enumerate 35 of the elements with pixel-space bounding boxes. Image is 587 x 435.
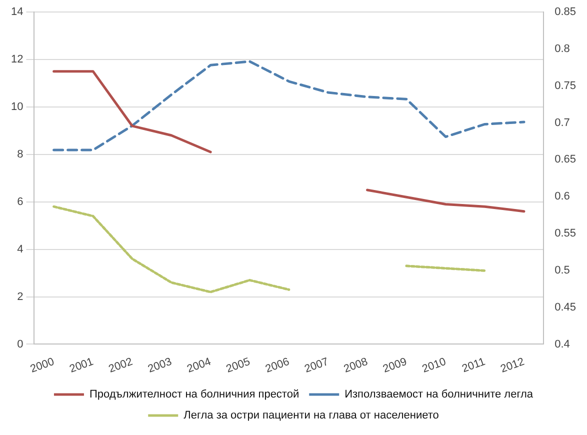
y2-tick-label: 0.55 — [554, 228, 576, 240]
x-tick-label: 2011 — [460, 356, 487, 376]
x-tick-label: 2004 — [186, 356, 213, 376]
y2-tick-label: 0.8 — [554, 42, 570, 55]
x-tick-label: 2006 — [264, 356, 291, 376]
legend-label: Използваемост на болничните легла — [344, 388, 534, 401]
y2-tick-label: 0.4 — [554, 338, 570, 350]
x-tick-label: 2005 — [224, 356, 252, 376]
y2-tick-label: 0.75 — [554, 80, 576, 92]
y-tick-label: 6 — [17, 196, 24, 208]
y-tick-label: 10 — [10, 100, 24, 113]
x-tick-label: 2008 — [342, 356, 370, 376]
x-tick-label: 2002 — [107, 356, 134, 376]
x-tick-label: 2012 — [498, 356, 526, 376]
y2-tick-label: 0.6 — [554, 190, 570, 203]
line-series — [52, 60, 526, 152]
x-tick-label: 2001 — [68, 356, 96, 376]
x-tick-label: 2007 — [303, 356, 330, 376]
y-tick-label: 4 — [17, 243, 24, 256]
y2-tick-label: 0.5 — [554, 264, 570, 276]
y-tick-label: 8 — [17, 148, 24, 160]
legend-label: Легла за остри пациенти на глава от населението — [184, 410, 439, 422]
x-tick-label: 2009 — [381, 356, 409, 376]
x-tick-label: 2000 — [28, 356, 56, 376]
x-tick-label: 2010 — [420, 356, 448, 376]
y2-tick-label: 0.7 — [554, 116, 570, 129]
y2-tick-label: 0.85 — [554, 6, 576, 18]
y-tick-label: 0 — [17, 338, 24, 350]
y2-tick-label: 0.65 — [554, 154, 576, 166]
y-tick-label: 2 — [17, 290, 24, 303]
legend-label: Продължителност на болничния престой — [89, 388, 300, 401]
y-tick-label: 14 — [10, 6, 24, 18]
y2-tick-label: 0.45 — [554, 301, 576, 314]
x-tick-label: 2003 — [146, 356, 174, 376]
y-tick-label: 12 — [10, 53, 24, 66]
